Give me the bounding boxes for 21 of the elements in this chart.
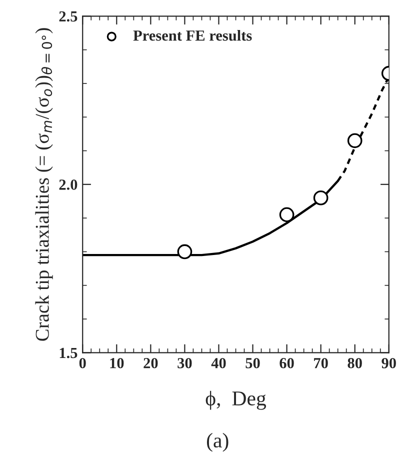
x-tick-label: 70 — [314, 358, 328, 368]
y-axis-title: Crack tip triaxialities (= (σ$_{m}$/(σ$_{o}$))$_{θ=0°}$) — [35, 28, 53, 341]
y-tick-label: 2.0 — [59, 180, 78, 190]
legend-label: Present FE results — [133, 30, 252, 41]
x-tick-label: 90 — [382, 358, 396, 368]
x-tick-label: 0 — [79, 358, 86, 368]
y-tick-label: 1.5 — [60, 348, 78, 358]
x-tick-label: 50 — [246, 358, 260, 368]
text: (a) — [206, 432, 228, 452]
point — [279, 207, 294, 222]
x-axis-title: ϕ, Deg — [206, 390, 266, 410]
x-tick-label: 60 — [280, 358, 294, 368]
point — [313, 190, 328, 206]
x-tick-label: 20 — [144, 358, 158, 368]
x-tick-label: 40 — [211, 358, 226, 368]
x-tick-label: 80 — [348, 358, 362, 368]
x-tick-label: 30 — [178, 358, 192, 368]
x-tick-label: 10 — [110, 358, 124, 368]
point — [177, 244, 192, 260]
y-tick-label: 2.5 — [59, 11, 78, 22]
point — [347, 133, 362, 148]
